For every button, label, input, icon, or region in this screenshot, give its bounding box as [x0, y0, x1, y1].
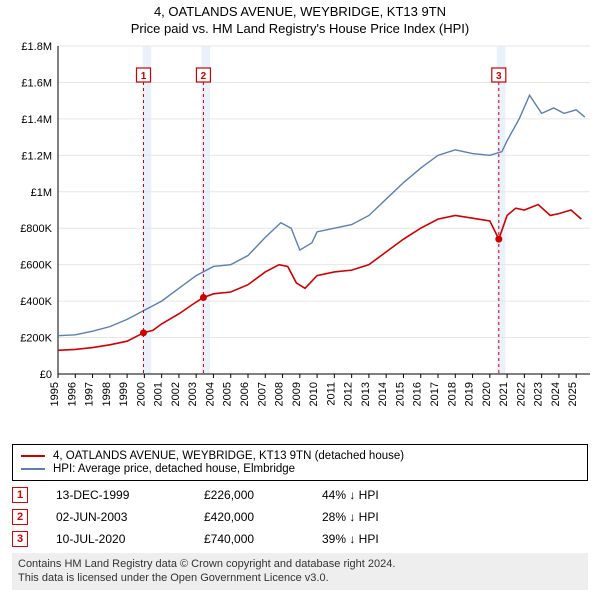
footer-line1: Contains HM Land Registry data © Crown c… [18, 557, 582, 571]
svg-text:1997: 1997 [84, 382, 96, 406]
title-block: 4, OATLANDS AVENUE, WEYBRIDGE, KT13 9TN … [0, 0, 600, 38]
svg-text:2022: 2022 [515, 382, 527, 406]
svg-text:2015: 2015 [394, 382, 406, 406]
svg-text:2012: 2012 [343, 382, 355, 406]
sales-row: 2 02-JUN-2003 £420,000 28% ↓ HPI [12, 509, 588, 525]
footer-line2: This data is licensed under the Open Gov… [18, 571, 582, 585]
chart-container: 4, OATLANDS AVENUE, WEYBRIDGE, KT13 9TN … [0, 0, 600, 590]
svg-text:1999: 1999 [118, 382, 130, 406]
svg-text:1995: 1995 [49, 382, 61, 406]
legend: 4, OATLANDS AVENUE, WEYBRIDGE, KT13 9TN … [12, 444, 588, 481]
svg-text:2006: 2006 [239, 382, 251, 406]
svg-text:1996: 1996 [66, 382, 78, 406]
svg-text:2: 2 [201, 71, 207, 82]
sale-marker-badge: 1 [12, 487, 28, 503]
sale-price: £740,000 [204, 532, 294, 546]
svg-text:£200K: £200K [20, 333, 52, 345]
sale-price: £420,000 [204, 510, 294, 524]
legend-swatch [21, 468, 45, 470]
legend-item: HPI: Average price, detached house, Elmb… [21, 463, 579, 475]
sale-marker-badge: 2 [12, 509, 28, 525]
svg-text:£1.4M: £1.4M [21, 114, 52, 126]
svg-text:£600K: £600K [20, 260, 52, 272]
sales-row: 3 10-JUL-2020 £740,000 39% ↓ HPI [12, 531, 588, 547]
svg-text:2007: 2007 [256, 382, 268, 406]
sale-date: 10-JUL-2020 [56, 532, 176, 546]
sale-marker-badge: 3 [12, 531, 28, 547]
legend-item: 4, OATLANDS AVENUE, WEYBRIDGE, KT13 9TN … [21, 450, 579, 462]
svg-text:2018: 2018 [446, 382, 458, 406]
svg-text:2016: 2016 [412, 382, 424, 406]
title-address: 4, OATLANDS AVENUE, WEYBRIDGE, KT13 9TN [0, 4, 600, 19]
svg-text:2019: 2019 [464, 382, 476, 406]
price-chart: £0 £200K £400K £600K £800K £1M £1.2M £1.4M £1.6M… [0, 38, 600, 438]
chart-area: £0 £200K £400K £600K £800K £1M £1.2M £1.4M £1.6M… [0, 38, 600, 438]
sale-pct-vs-hpi: 44% ↓ HPI [322, 488, 412, 502]
sale-pct-vs-hpi: 28% ↓ HPI [322, 510, 412, 524]
svg-text:£800K: £800K [20, 223, 52, 235]
legend-swatch [21, 455, 45, 457]
svg-text:2020: 2020 [481, 382, 493, 406]
svg-text:2013: 2013 [360, 382, 372, 406]
svg-text:2003: 2003 [187, 382, 199, 406]
svg-text:1: 1 [141, 71, 147, 82]
svg-text:2025: 2025 [567, 382, 579, 406]
svg-text:2004: 2004 [204, 382, 216, 406]
legend-label: 4, OATLANDS AVENUE, WEYBRIDGE, KT13 9TN … [53, 450, 404, 462]
svg-text:£1.2M: £1.2M [21, 150, 52, 162]
svg-text:1998: 1998 [101, 382, 113, 406]
sale-date: 02-JUN-2003 [56, 510, 176, 524]
sales-row: 1 13-DEC-1999 £226,000 44% ↓ HPI [12, 487, 588, 503]
svg-text:2021: 2021 [498, 382, 510, 406]
sale-date: 13-DEC-1999 [56, 488, 176, 502]
svg-text:2002: 2002 [170, 382, 182, 406]
svg-text:2023: 2023 [533, 382, 545, 406]
svg-text:£0: £0 [40, 369, 52, 381]
svg-text:£1.8M: £1.8M [21, 41, 52, 53]
svg-text:2010: 2010 [308, 382, 320, 406]
svg-text:2000: 2000 [135, 382, 147, 406]
footer-licence: Contains HM Land Registry data © Crown c… [12, 553, 588, 590]
svg-text:3: 3 [496, 71, 502, 82]
title-subtitle: Price paid vs. HM Land Registry's House … [0, 21, 600, 36]
svg-text:2017: 2017 [429, 382, 441, 406]
svg-text:£1.6M: £1.6M [21, 77, 52, 89]
svg-text:2011: 2011 [325, 382, 337, 406]
svg-text:2009: 2009 [291, 382, 303, 406]
svg-text:2014: 2014 [377, 382, 389, 406]
svg-text:2001: 2001 [153, 382, 165, 406]
svg-text:2008: 2008 [274, 382, 286, 406]
svg-text:2005: 2005 [222, 382, 234, 406]
svg-text:£400K: £400K [20, 296, 52, 308]
svg-text:£1M: £1M [31, 187, 52, 199]
sale-pct-vs-hpi: 39% ↓ HPI [322, 532, 412, 546]
legend-label: HPI: Average price, detached house, Elmb… [53, 463, 295, 475]
sale-price: £226,000 [204, 488, 294, 502]
svg-text:2024: 2024 [550, 382, 562, 406]
sales-table: 1 13-DEC-1999 £226,000 44% ↓ HPI 2 02-JUN-200… [12, 487, 588, 547]
